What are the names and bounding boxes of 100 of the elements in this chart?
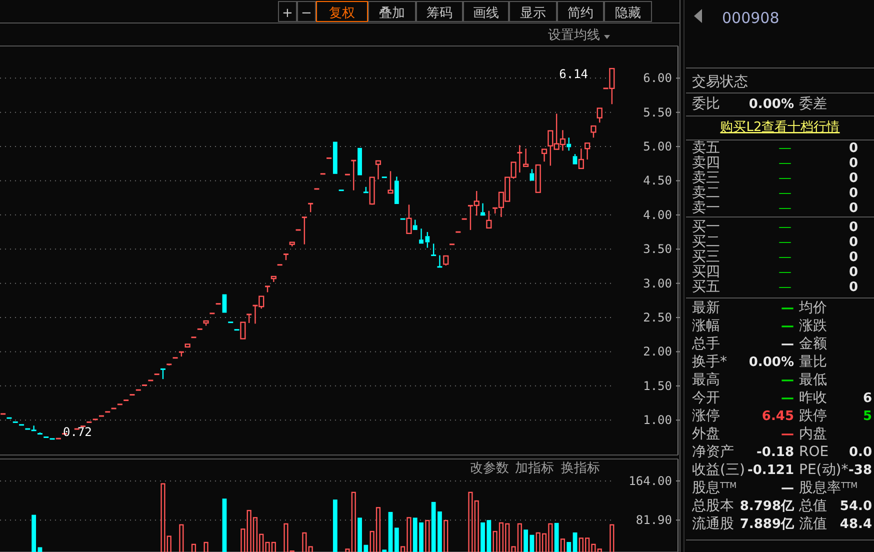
text: 设置均线 xyxy=(548,28,600,43)
y-tick-label: 3.50 xyxy=(643,242,672,256)
text: 总股本 xyxy=(691,498,734,514)
y-tick-label: 3.00 xyxy=(643,276,672,290)
y-tick-label: 5.50 xyxy=(643,105,672,120)
y-tick-label: 4.00 xyxy=(643,208,672,222)
text: 卖三 xyxy=(692,170,720,186)
text: 0 xyxy=(848,280,858,295)
text: 0 xyxy=(848,265,858,280)
text: 6.45 xyxy=(762,409,794,424)
text: − xyxy=(301,6,312,21)
text: 均价 xyxy=(798,300,827,316)
text: 0.00% xyxy=(748,355,794,370)
text: — xyxy=(778,141,792,156)
text: — xyxy=(781,373,794,388)
text: 换手* xyxy=(692,354,727,370)
annotation: 改参数 xyxy=(470,461,509,476)
text: 8.798亿 xyxy=(740,499,795,514)
text: 复权 xyxy=(329,6,355,21)
text: 委差 xyxy=(799,96,827,112)
text: 0 xyxy=(848,156,858,171)
text: — xyxy=(781,391,794,406)
text: 0 xyxy=(848,171,858,186)
text: — xyxy=(778,265,792,280)
text: — xyxy=(778,280,792,295)
text: 简约 xyxy=(568,6,594,21)
text: 叠加 xyxy=(379,6,405,21)
text: -0.18 xyxy=(756,445,794,460)
text: 0 xyxy=(848,235,858,250)
y-tick-label: 164.00 xyxy=(628,474,672,488)
text: — xyxy=(778,186,792,201)
text: 购买L2查看十档行情 xyxy=(720,120,840,135)
text: 卖五 xyxy=(692,140,720,156)
text: — xyxy=(781,301,794,316)
text: 0 xyxy=(848,220,858,235)
text: 涨停 xyxy=(692,408,720,424)
text: 0 xyxy=(848,141,858,156)
text: 最新 xyxy=(692,300,720,316)
text: 量比 xyxy=(799,354,827,370)
y-tick-label: 6.00 xyxy=(643,71,672,86)
y-tick-label: 2.50 xyxy=(643,310,672,325)
text: 0 xyxy=(848,186,858,201)
text: 股息率$^{TTM}$ xyxy=(799,480,858,496)
annotation: 加指标 xyxy=(515,461,554,476)
text: 0.0 xyxy=(848,445,872,460)
text: 5 xyxy=(862,409,872,424)
text: PE(动)* xyxy=(799,462,848,478)
y-tick-label: 5.00 xyxy=(643,140,672,154)
text: 总手 xyxy=(691,336,720,352)
text: 54.0 xyxy=(840,499,872,514)
y-tick-label: 2.00 xyxy=(643,344,672,359)
text: — xyxy=(778,220,792,235)
text: — xyxy=(778,235,792,250)
text: 交易状态 xyxy=(692,74,748,90)
text: 6 xyxy=(862,391,872,406)
text: 筹码 xyxy=(426,6,452,21)
text: 买一 xyxy=(692,219,720,235)
text: 买三 xyxy=(692,249,720,265)
text: 卖四 xyxy=(692,155,720,171)
text: 金额 xyxy=(799,336,827,352)
text: 外盘 xyxy=(692,426,720,442)
annotation: 0.72 xyxy=(63,425,92,439)
text: 0 xyxy=(848,201,858,216)
text: 0.00% xyxy=(748,97,794,112)
text: — xyxy=(778,156,792,171)
text: ROE xyxy=(799,444,829,460)
text: 内盘 xyxy=(799,426,827,442)
text: 股息$^{TTM}$ xyxy=(692,480,737,496)
text: 画线 xyxy=(473,6,499,21)
text: + xyxy=(282,6,293,21)
text: 000908 xyxy=(722,9,780,27)
text: 买四 xyxy=(692,264,720,280)
text: 最高 xyxy=(692,372,720,388)
text: -0.121 xyxy=(747,463,794,478)
text: — xyxy=(778,171,792,186)
text: 显示 xyxy=(520,6,546,21)
text: 总值 xyxy=(798,498,827,514)
text: 卖一 xyxy=(692,200,720,216)
text: 48.4 xyxy=(840,517,872,532)
text: — xyxy=(781,481,794,496)
text: 0 xyxy=(848,250,858,265)
y-tick-label: 81.90 xyxy=(636,513,672,528)
y-tick-label: 1.50 xyxy=(643,378,672,393)
annotation: 换指标 xyxy=(561,461,600,476)
text: — xyxy=(781,337,794,352)
text: 流通股 xyxy=(692,516,734,532)
text: 收益(三) xyxy=(692,462,745,478)
annotation: 6.14 xyxy=(559,67,588,81)
text: 涨幅 xyxy=(692,318,720,334)
text: 委比 xyxy=(692,96,720,112)
text: 跌停 xyxy=(799,408,827,424)
text: 买五 xyxy=(692,279,720,295)
y-tick-label: 4.50 xyxy=(643,174,672,188)
text: 买二 xyxy=(692,234,720,250)
text: 7.889亿 xyxy=(740,517,795,532)
text: 卖二 xyxy=(692,185,720,201)
text: — xyxy=(778,250,792,265)
y-tick-label: 1.00 xyxy=(643,413,672,428)
text: — xyxy=(781,319,794,334)
text: — xyxy=(778,201,792,216)
